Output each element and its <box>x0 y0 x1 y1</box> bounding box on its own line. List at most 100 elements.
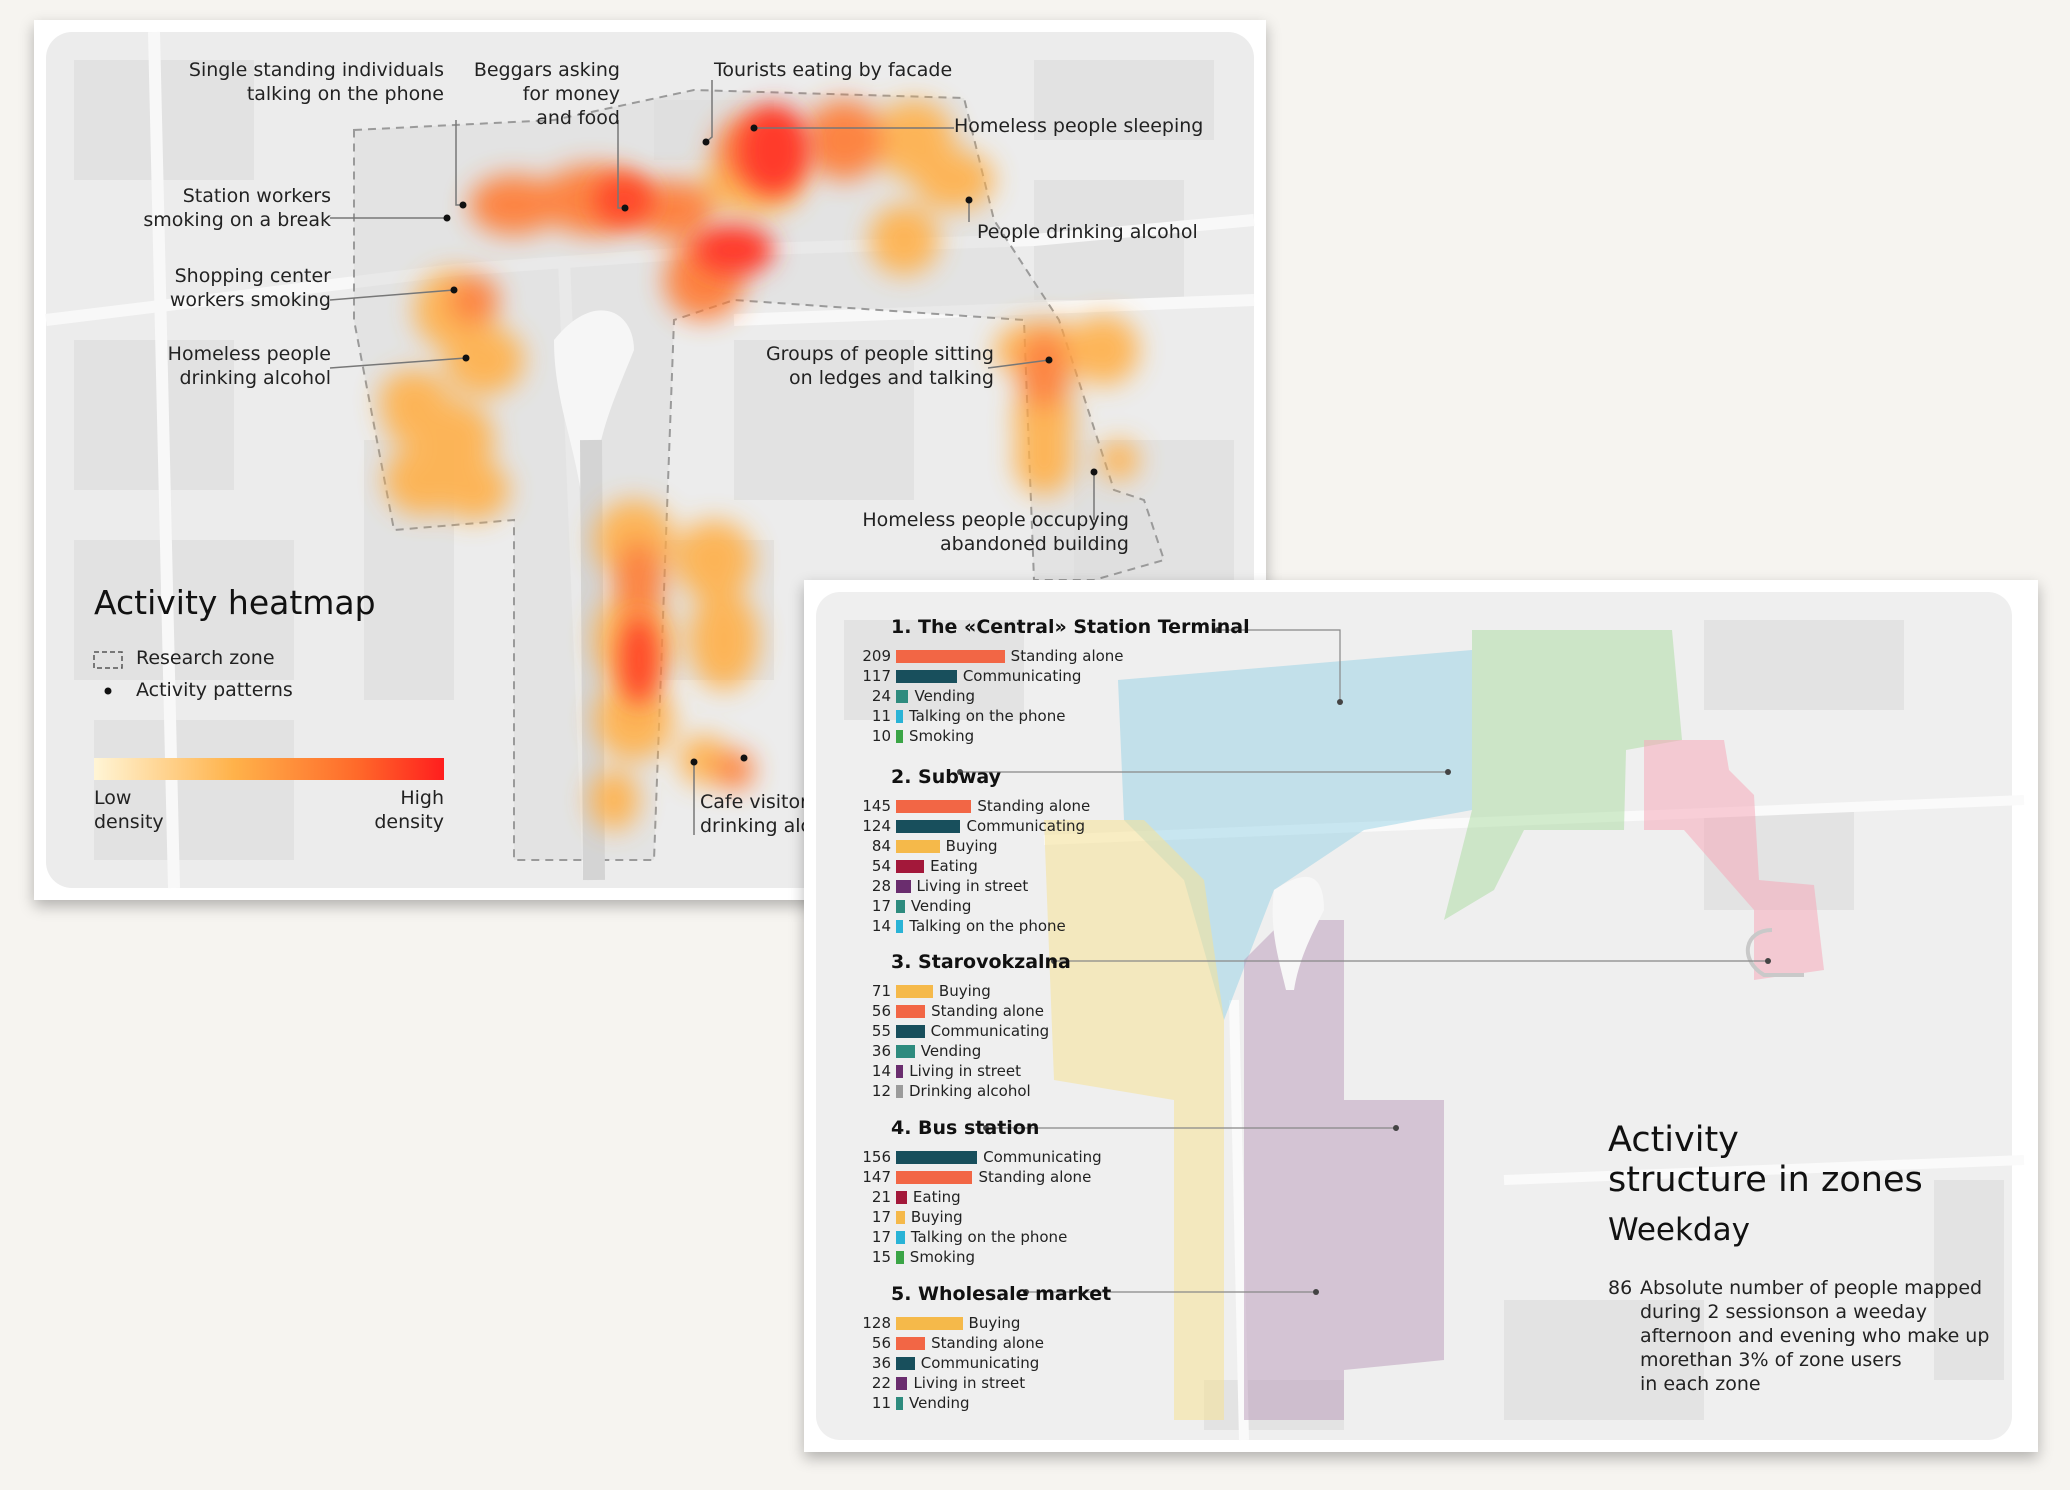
activity-count: 71 <box>871 982 891 1000</box>
activity-count: 209 <box>862 647 891 665</box>
activity-label: Buying <box>945 837 998 855</box>
activity-count: 56 <box>871 1002 891 1020</box>
annotation-tourists-eating: Tourists eating by facade <box>714 59 953 81</box>
activity-label: Smoking <box>909 727 975 745</box>
activity-bar <box>896 1251 904 1264</box>
activity-count: 14 <box>871 917 891 935</box>
zone-title: 4. Bus station <box>891 1117 1040 1139</box>
zones-leader-lines <box>960 629 1768 1293</box>
activity-count: 11 <box>871 1394 891 1412</box>
activity-bar <box>896 1171 973 1184</box>
activity-bar <box>896 860 925 873</box>
activity-label: Buying <box>968 1314 1021 1332</box>
activity-count: 147 <box>862 1168 891 1186</box>
activity-label: Eating <box>930 857 978 875</box>
activity-count: 17 <box>871 1208 891 1226</box>
activity-label: Communicating <box>962 667 1082 685</box>
zones-note-text: Absolute number of people mapped during … <box>1640 1277 1990 1395</box>
activity-count: 145 <box>862 797 891 815</box>
zones-map <box>816 592 2025 1441</box>
activity-label: Standing alone <box>977 797 1091 815</box>
activity-pattern-dots <box>443 124 1098 766</box>
activity-bar <box>896 690 909 703</box>
activity-bar <box>896 1005 926 1018</box>
activity-label: Standing alone <box>1010 647 1124 665</box>
zones-card: 1. The «Central» Station Terminal 209 Stan… <box>804 580 2038 1452</box>
activity-count: 55 <box>871 1022 891 1040</box>
activity-bar <box>896 840 940 853</box>
annotation-abandoned-building: Homeless people occupying abandoned build… <box>862 509 1129 555</box>
low-density-label: Low density <box>94 787 164 833</box>
activity-count: 17 <box>871 897 891 915</box>
activity-label: Talking on the phone <box>910 1228 1068 1246</box>
zones-leader-dots <box>957 627 1771 1295</box>
annotation-station-workers: Station workers smoking on a break <box>143 185 331 231</box>
activity-count: 54 <box>871 857 891 875</box>
activity-label: Vending <box>909 1394 970 1412</box>
activity-bar <box>896 1191 907 1204</box>
activity-count: 10 <box>871 727 891 745</box>
activity-bar <box>896 1337 926 1350</box>
activity-label: Vending <box>920 1042 982 1060</box>
activity-label: Vending <box>914 687 976 705</box>
activity-bar <box>896 730 903 743</box>
activity-label: Communicating <box>983 1148 1102 1166</box>
activity-count: 156 <box>862 1148 891 1166</box>
zone-title: 1. The «Central» Station Terminal <box>891 616 1250 638</box>
activity-bar <box>896 670 957 683</box>
high-density-label: High density <box>374 787 444 833</box>
activity-bar <box>896 1211 905 1224</box>
activity-count: 36 <box>871 1354 891 1372</box>
activity-label: Buying <box>938 982 991 1000</box>
activity-label: Standing alone <box>931 1002 1044 1020</box>
activity-count: 17 <box>871 1228 891 1246</box>
annotation-homeless-drinking: Homeless people drinking alcohol <box>167 343 331 389</box>
zone-title: 5. Wholesale market <box>891 1283 1112 1305</box>
zone-5-wholesale-market <box>1644 740 1824 980</box>
activity-bar <box>896 985 933 998</box>
activity-bar <box>896 1397 903 1410</box>
activity-label: Standing alone <box>978 1168 1092 1186</box>
zone-4-bus-station <box>1244 920 1444 1420</box>
activity-label: Smoking <box>909 1248 975 1266</box>
zones-basemap-buildings <box>844 620 2004 1430</box>
research-zone-legend-swatch <box>93 651 123 669</box>
activity-bar <box>896 1065 904 1078</box>
activity-count: 56 <box>871 1334 891 1352</box>
density-gradient-bar <box>94 758 444 780</box>
zones-title: Activity structure in zones <box>1608 1120 1923 1200</box>
activity-bar <box>896 1231 905 1244</box>
activity-count: 11 <box>871 707 891 725</box>
heatmap-title: Activity heatmap <box>94 583 376 622</box>
annotation-drinking-alcohol: People drinking alcohol <box>977 221 1198 243</box>
activity-bar <box>896 1377 908 1390</box>
annotation-homeless-sleeping: Homeless people sleeping <box>954 115 1204 137</box>
activity-count: 14 <box>871 1062 891 1080</box>
activity-count: 21 <box>871 1188 891 1206</box>
annotation-shopping-workers: Shopping center workers smoking <box>169 265 331 311</box>
activity-pattern-legend-dot <box>104 687 112 695</box>
activity-count: 128 <box>862 1314 891 1332</box>
activity-label: Living in street <box>913 1374 1026 1392</box>
zones-traffic-island <box>1272 876 1324 990</box>
activity-label: Talking on the phone <box>909 917 1066 935</box>
activity-label: Vending <box>910 897 972 915</box>
annotation-groups-ledges: Groups of people sitting on ledges and ta… <box>765 343 994 389</box>
activity-count: 36 <box>871 1042 891 1060</box>
activity-count: 84 <box>871 837 891 855</box>
research-zone-legend-label: Research zone <box>136 647 275 669</box>
activity-bar <box>896 1317 963 1330</box>
activity-count: 117 <box>862 667 891 685</box>
activity-bar <box>896 650 1005 663</box>
activity-bar <box>896 920 904 933</box>
activity-bar <box>896 1151 978 1164</box>
activity-count: 28 <box>871 877 891 895</box>
activity-label: Buying <box>910 1208 963 1226</box>
heatmap-leader-lines <box>329 80 1095 835</box>
activity-label: Communicating <box>966 817 1086 835</box>
zones-note-number: 86 <box>1608 1277 1633 1299</box>
activity-label: Standing alone <box>931 1334 1044 1352</box>
activity-label: Living in street <box>916 877 1029 895</box>
activity-label: Communicating <box>930 1022 1050 1040</box>
activity-bar <box>896 1085 903 1098</box>
